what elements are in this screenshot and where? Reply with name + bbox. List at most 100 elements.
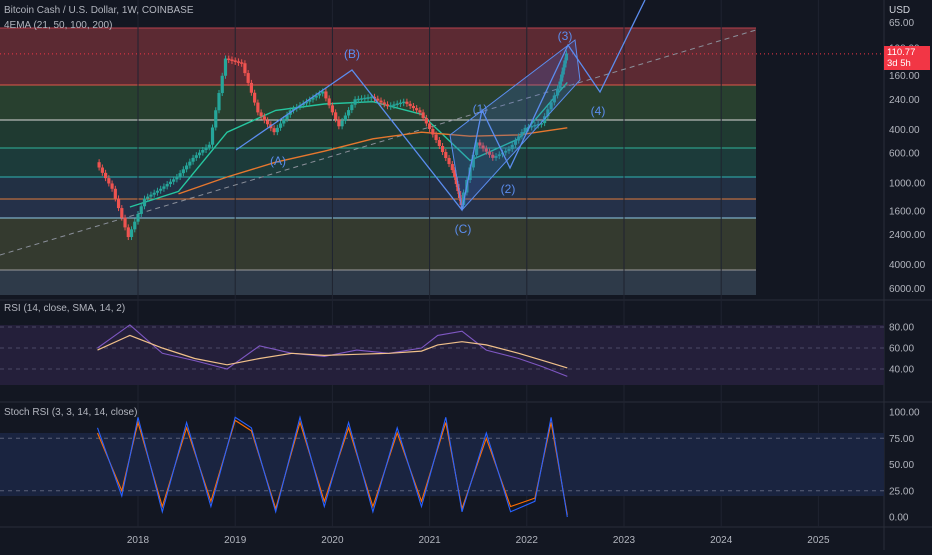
candle-body [392, 104, 396, 106]
candle-body [185, 165, 189, 170]
price-axis-tick-label: 600.00 [889, 149, 920, 160]
candle-body [431, 128, 435, 135]
candle-body [172, 179, 176, 182]
candle-body [440, 146, 445, 153]
candle-body [162, 186, 166, 189]
candle-body [402, 101, 406, 104]
stoch-axis-tick-label: 75.00 [889, 434, 914, 445]
candle-body [395, 103, 399, 105]
wave-channel [449, 39, 581, 212]
candle-body [491, 154, 495, 158]
candle-body [539, 123, 543, 125]
candle-body [405, 101, 409, 104]
price-axis-tick-label: 160.00 [889, 71, 920, 82]
candle-body [379, 100, 383, 103]
candle-body [197, 152, 202, 156]
candle-body [181, 169, 185, 174]
candle-body [126, 227, 130, 238]
candle-body [428, 123, 432, 129]
ema-200-line [178, 127, 568, 195]
candle-body [523, 127, 527, 133]
price-axis-tick-label: 4000.00 [889, 260, 926, 271]
candle-body [133, 221, 137, 230]
price-axis-tick-label: 2400.00 [889, 230, 926, 241]
last-price-tag: 110.77 3d 5h [884, 46, 930, 70]
stoch-band [0, 433, 884, 496]
candle-body [497, 154, 501, 157]
stoch-axis-tick-label: 50.00 [889, 460, 914, 471]
candle-body [450, 164, 454, 171]
candle-body [359, 98, 364, 100]
candle-body [146, 196, 150, 199]
time-axis-tick-label: 2024 [710, 535, 733, 546]
candle-body [350, 104, 354, 111]
candle-body [110, 183, 114, 189]
candle-body [236, 61, 241, 63]
candle-body [168, 181, 172, 185]
candle-body [262, 116, 266, 121]
time-axis-tick-label: 2021 [418, 535, 441, 546]
candle-body [155, 190, 160, 193]
candle-body [321, 91, 325, 94]
candle-body [487, 151, 492, 155]
candle-body [447, 158, 451, 165]
candle-body [474, 142, 479, 155]
wave-label: (4) [591, 104, 606, 118]
candle-body [272, 128, 276, 133]
candle-body [204, 147, 208, 150]
candle-body [363, 97, 367, 100]
candle-body [210, 127, 215, 145]
candle-body [356, 98, 360, 101]
candle-body [223, 58, 228, 76]
wave-label: (A) [270, 154, 286, 168]
price-axis-tick-label: 1600.00 [889, 206, 926, 217]
candle-body [275, 127, 279, 133]
candle-body [97, 162, 101, 168]
candle-body [165, 184, 169, 187]
trend-line [0, 29, 757, 256]
candle-body [227, 58, 231, 61]
stoch-axis-tick-label: 0.00 [889, 513, 909, 524]
candle-body [100, 167, 104, 173]
candle-body [340, 120, 344, 127]
candle-body [437, 140, 441, 147]
candle-body [471, 154, 475, 168]
candle-body [214, 110, 218, 128]
price-zone-band [0, 177, 756, 199]
candle-body [517, 136, 521, 141]
wave-label: (2) [501, 182, 516, 196]
candle-body [424, 117, 428, 124]
candle-body [249, 82, 253, 93]
candle-body [324, 91, 328, 99]
candle-body [175, 176, 179, 180]
candle-body [468, 167, 472, 180]
candle-body [507, 149, 511, 151]
ema-21-line [129, 81, 568, 208]
candle-body [481, 145, 485, 149]
candle-body [484, 148, 488, 152]
wave-label: (3) [558, 29, 573, 43]
candle-body [434, 134, 438, 141]
stoch-legend: Stoch RSI (3, 3, 14, 14, close) [4, 407, 138, 418]
time-axis-tick-label: 2022 [516, 535, 539, 546]
candle-body [308, 99, 312, 102]
candle-body [389, 105, 393, 107]
candle-body [178, 173, 182, 177]
candle-body [353, 99, 357, 105]
bar-countdown: 3d 5h [887, 58, 911, 69]
price-zone-band [0, 270, 756, 295]
price-zone-band [0, 199, 756, 218]
candle-body [113, 188, 117, 199]
candle-body [533, 125, 537, 127]
candle-body [259, 112, 263, 117]
candle-body [398, 102, 403, 105]
candle-body [243, 63, 247, 74]
candle-body [510, 144, 514, 150]
wave-label: (1) [473, 102, 488, 116]
candle-body [376, 98, 380, 101]
candle-body [282, 119, 286, 124]
candle-body [152, 192, 156, 195]
price-axis-tick-label: 65.00 [889, 18, 914, 29]
candle-body [343, 115, 347, 121]
